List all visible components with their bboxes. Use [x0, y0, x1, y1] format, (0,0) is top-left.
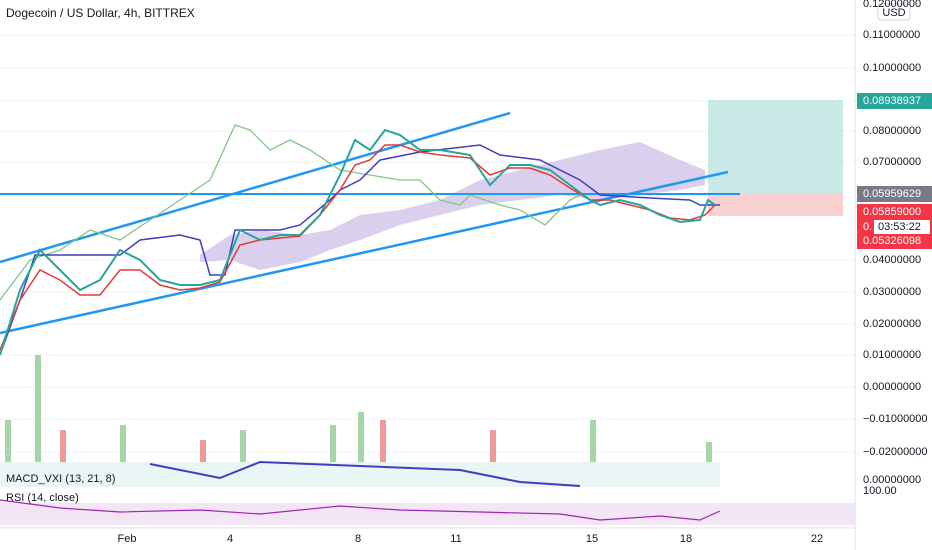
rsi-label: RSI (14, close): [6, 492, 79, 504]
currency-button[interactable]: [877, 3, 911, 21]
price-label: 0.07000000: [863, 156, 921, 168]
target-price: 0.08938937: [863, 95, 921, 107]
price-label: 0.03000000: [863, 286, 921, 298]
time-label: 4: [227, 533, 233, 545]
price-label: 0.12000000: [863, 0, 921, 10]
currency-label[interactable]: USD: [882, 7, 905, 19]
time-label: 8: [355, 533, 361, 545]
lagging-span: [0, 124, 581, 301]
time-label: 18: [680, 533, 692, 545]
countdown: 03:53:22: [878, 221, 921, 233]
time-label: 22: [811, 533, 823, 545]
lower-channel: [0, 170, 729, 335]
price-label: 0.02000000: [863, 318, 921, 330]
countdown-box: [874, 220, 930, 234]
price-label: 0.01000000: [863, 349, 921, 361]
price-label: −0.01000000: [863, 413, 928, 425]
price-label: 0.08000000: [863, 125, 921, 137]
price-label: 0.10000000: [863, 62, 921, 74]
rsi-band: [0, 503, 855, 525]
time-label: 15: [586, 533, 598, 545]
target-zone: [708, 100, 843, 194]
volume: [5, 355, 712, 462]
stop-zone: [708, 194, 843, 216]
price-label: 0.00000000: [863, 381, 921, 393]
base-line: [0, 144, 720, 356]
macd-line: [149, 460, 581, 487]
last-tag: [857, 186, 932, 202]
price-label: 0.11000000: [863, 29, 920, 41]
macd-axis: 0.00000000: [863, 474, 921, 486]
macd-label: MACD_VXI (13, 21, 8): [6, 473, 115, 485]
ichimoku-cloud: [200, 142, 705, 270]
last-price: 0.05959629: [863, 188, 921, 200]
grid: [0, 34, 855, 453]
rsi-line: [0, 499, 721, 521]
symbol-title: Dogecoin / US Dollar, 4h, BITTREX: [6, 6, 195, 20]
stop-price: 0.05859000: [863, 206, 921, 218]
price-label: −0.02000000: [863, 446, 928, 458]
price-label: 0.04000000: [863, 254, 921, 266]
target-tag: [857, 93, 932, 109]
low-price: 0.05326098: [863, 235, 921, 247]
stop-tag: [857, 204, 932, 220]
time-label: Feb: [118, 533, 137, 545]
time-label: 11: [450, 533, 461, 545]
rsi-axis: 100.00: [863, 485, 897, 497]
conversion-line: [0, 144, 716, 351]
countdown-prefix: 0.: [863, 221, 872, 233]
upper-channel: [0, 111, 511, 264]
price: [0, 128, 716, 356]
